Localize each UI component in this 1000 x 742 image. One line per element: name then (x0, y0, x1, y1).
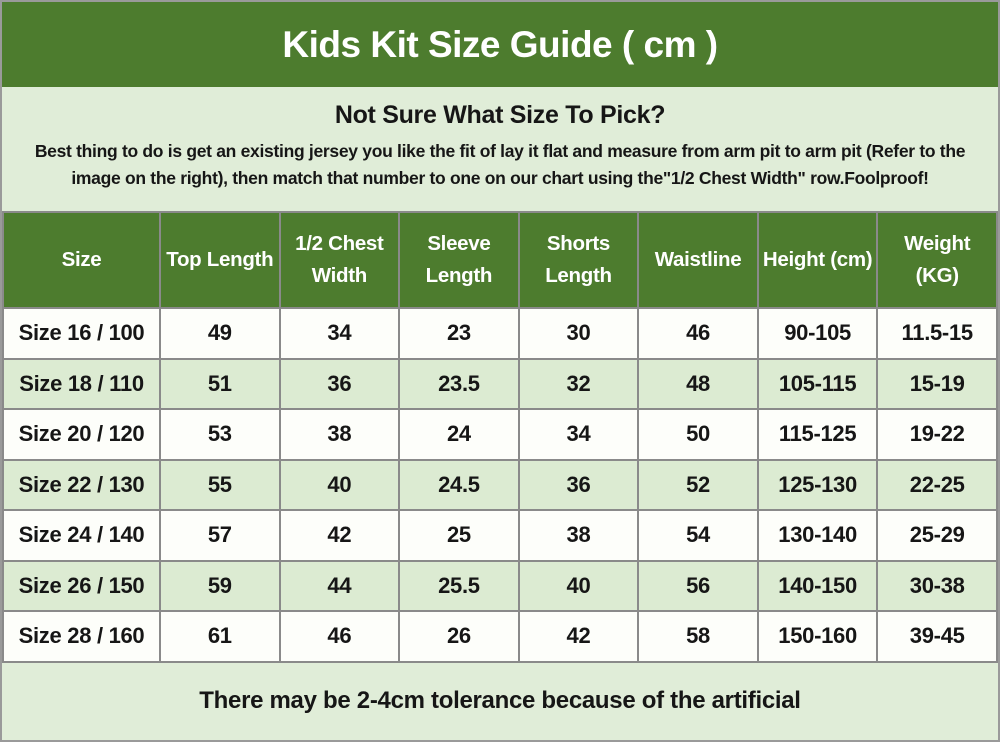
measurement-cell: 32 (517, 357, 640, 410)
size-label-cell: Size 22 / 130 (2, 458, 161, 511)
measurement-cell: 34 (517, 408, 640, 461)
measurement-cell: 15-19 (876, 357, 998, 410)
column-header: Weight (KG) (876, 211, 998, 309)
measurement-cell: 38 (278, 408, 401, 461)
measurement-cell: 42 (278, 509, 401, 562)
column-header: Sleeve Length (398, 211, 520, 309)
measurement-cell: 30 (517, 307, 640, 360)
size-table: Size Top Length 1/2 Chest Width Sleeve Leng… (2, 211, 998, 663)
table-body: Size 16 / 100 49 34 23 30 46 90-105 11.5-15 Size… (2, 307, 998, 663)
intro-panel: Not Sure What Size To Pick? Best thing t… (2, 87, 998, 211)
measurement-cell: 49 (159, 307, 281, 360)
measurement-cell: 38 (517, 509, 640, 562)
table-header-row: Size Top Length 1/2 Chest Width Sleeve Leng… (2, 211, 998, 309)
measurement-cell: 30-38 (876, 559, 998, 612)
tolerance-note: There may be 2-4cm tolerance because of … (199, 687, 801, 715)
measurement-cell: 105-115 (756, 357, 879, 410)
column-header: Waistline (637, 211, 759, 309)
measurement-cell: 19-22 (876, 408, 998, 461)
intro-body-text: Best thing to do is get an existing jers… (34, 141, 966, 189)
table-row: Size 16 / 100 49 34 23 30 46 90-105 11.5-15 (2, 307, 998, 360)
measurement-cell: 25 (398, 509, 520, 562)
measurement-cell: 24.5 (398, 458, 520, 511)
measurement-cell: 130-140 (756, 509, 879, 562)
column-header: Top Length (159, 211, 281, 309)
measurement-cell: 25-29 (876, 509, 998, 562)
measurement-cell: 24 (398, 408, 520, 461)
measurement-cell: 56 (637, 559, 759, 612)
measurement-cell: 50 (637, 408, 759, 461)
measurement-cell: 26 (398, 610, 520, 663)
table-row: Size 18 / 110 51 36 23.5 32 48 105-115 15-19 (2, 357, 998, 410)
measurement-cell: 57 (159, 509, 281, 562)
measurement-cell: 61 (159, 610, 281, 663)
column-header: Size (2, 211, 161, 309)
page-title: Kids Kit Size Guide ( cm ) (282, 23, 718, 65)
size-label-cell: Size 26 / 150 (2, 559, 161, 612)
measurement-cell: 115-125 (756, 408, 879, 461)
measurement-cell: 39-45 (876, 610, 998, 663)
measurement-cell: 54 (637, 509, 759, 562)
measurement-cell: 36 (278, 357, 401, 410)
measurement-cell: 25.5 (398, 559, 520, 612)
table-row: Size 24 / 140 57 42 25 38 54 130-140 25-29 (2, 509, 998, 562)
measurement-cell: 34 (278, 307, 401, 360)
measurement-cell: 23.5 (398, 357, 520, 410)
size-label-cell: Size 16 / 100 (2, 307, 161, 360)
measurement-cell: 150-160 (756, 610, 879, 663)
size-label-cell: Size 28 / 160 (2, 610, 161, 663)
measurement-cell: 52 (637, 458, 759, 511)
column-header: Shorts Length (517, 211, 640, 309)
measurement-cell: 40 (278, 458, 401, 511)
measurement-cell: 140-150 (756, 559, 879, 612)
measurement-cell: 42 (517, 610, 640, 663)
table-row: Size 26 / 150 59 44 25.5 40 56 140-150 30-38 (2, 559, 998, 612)
measurement-cell: 22-25 (876, 458, 998, 511)
measurement-cell: 46 (637, 307, 759, 360)
footer-panel: There may be 2-4cm tolerance because of … (2, 662, 998, 740)
measurement-cell: 23 (398, 307, 520, 360)
intro-heading: Not Sure What Size To Pick? (334, 101, 666, 129)
measurement-cell: 11.5-15 (876, 307, 998, 360)
size-label-cell: Size 20 / 120 (2, 408, 161, 461)
measurement-cell: 48 (637, 357, 759, 410)
table-row: Size 20 / 120 53 38 24 34 50 115-125 19-22 (2, 408, 998, 461)
table-row: Size 28 / 160 61 46 26 42 58 150-160 39-45 (2, 610, 998, 663)
measurement-cell: 46 (278, 610, 401, 663)
measurement-cell: 58 (637, 610, 759, 663)
size-label-cell: Size 24 / 140 (2, 509, 161, 562)
column-header: Height (cm) (756, 211, 879, 309)
measurement-cell: 53 (159, 408, 281, 461)
measurement-cell: 40 (517, 559, 640, 612)
table-row: Size 22 / 130 55 40 24.5 36 52 125-130 22-25 (2, 458, 998, 511)
measurement-cell: 125-130 (756, 458, 879, 511)
measurement-cell: 55 (159, 458, 281, 511)
measurement-cell: 90-105 (756, 307, 879, 360)
column-header: 1/2 Chest Width (278, 211, 401, 309)
measurement-cell: 36 (517, 458, 640, 511)
measurement-cell: 59 (159, 559, 281, 612)
measurement-cell: 44 (278, 559, 401, 612)
title-bar: Kids Kit Size Guide ( cm ) (2, 2, 998, 87)
size-label-cell: Size 18 / 110 (2, 357, 161, 410)
measurement-cell: 51 (159, 357, 281, 410)
